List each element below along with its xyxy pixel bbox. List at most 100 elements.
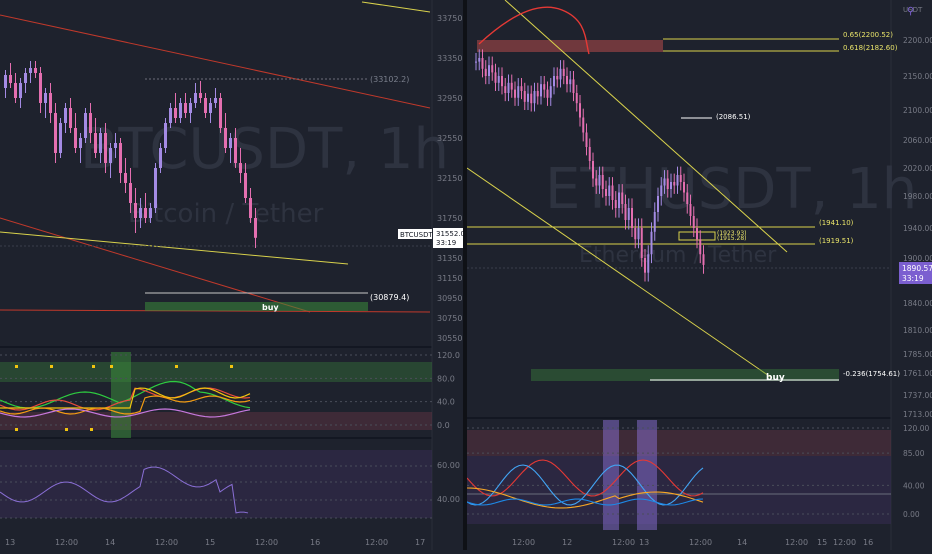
candle-body [605,189,607,196]
level-1941-label: (1941.10) [819,219,854,227]
level-2086-label: (2086.51) [716,113,751,121]
candle-body [229,138,232,148]
red-trendline-upper [0,14,431,109]
supply-zone [477,40,663,52]
time-axis-label: 16 [863,538,873,547]
candle-body [174,108,177,118]
candle-body [627,208,630,220]
description-watermark: Bitcoin / Tether [128,199,324,229]
candle-body [69,108,72,128]
candle-body [99,133,102,153]
candle-body [520,86,523,91]
price-axis-label: 33350.0 [437,54,463,63]
time-axis-label: 12:00 [55,538,78,547]
candle-body [209,103,212,113]
price-axis-label: 2150.00 [903,72,932,81]
osc-darkblue-line [466,498,704,506]
time-axis-label: 12 [562,538,572,547]
osc-highlight-bar [637,420,657,530]
candle-body [673,182,676,186]
osc-signal-dot [175,365,178,368]
buy-zone [531,369,839,381]
price-axis-label: 2200.00 [903,36,932,45]
price-axis-label: 1737.00 [903,391,932,400]
candle-body [169,108,172,123]
osc-signal-dot [110,365,113,368]
time-axis-label: 13 [639,538,649,547]
btc-chart-pane[interactable]: BTCUSDT, 1h Bitcoin / Tether (33102.2) buy (… [0,0,470,550]
candle-body [598,175,601,186]
pane-divider[interactable] [463,0,467,550]
candle-body [631,208,633,228]
price-axis-label: 30950.0 [437,294,463,303]
osc-magenta-line [0,408,251,418]
time-axis-label: 12:00 [833,538,856,547]
price-axis-label: 31750.0 [437,214,463,223]
candle-body [129,183,132,203]
price-axis-label: 32550.0 [437,134,463,143]
osc-overbought-zone [0,362,432,382]
candle-body [527,93,529,102]
candle-body [621,192,624,204]
buy-zone [145,302,368,311]
last-price-label: 31552.0 [436,230,463,238]
candle-body [89,113,92,133]
osc-signal-dot [15,365,18,368]
rsi-band [0,450,432,518]
price-axis-label: 32150.0 [437,174,463,183]
candle-body [696,228,698,240]
candle-body [491,65,494,73]
candle-body [49,93,52,113]
candle-body [104,133,107,163]
candle-body [504,86,507,93]
candle-body [194,93,197,103]
candle-body [29,68,32,73]
candle-body [159,148,162,168]
candle-body [562,68,565,76]
candle-body [634,228,637,240]
candle-body [239,163,242,173]
buy-level-label: (30879.4) [370,293,409,302]
price-axis-label: 1900.00 [903,254,932,263]
candle-body [9,75,12,83]
candle-body [657,196,659,212]
candle-body [611,185,614,200]
price-axis-label: 33750.0 [437,14,463,23]
candle-body [501,76,503,87]
time-axis-label: 12:00 [512,538,535,547]
candle-body [64,108,67,123]
eth-chart-svg[interactable]: ETHUSDT, 1h Ethereum / Tether 0.65(2200.52… [466,0,932,550]
candle-body [566,76,568,85]
time-axis-label: 12:00 [689,538,712,547]
fib-065-label: 0.65(2200.52) [843,31,893,39]
candle-body [588,147,591,161]
eth-chart-pane[interactable]: ETHUSDT, 1h Ethereum / Tether 0.65(2200.52… [466,0,932,550]
level-1915-label: (1915.28) [717,235,747,242]
candle-body [514,89,516,98]
price-axis-label: 1810.00 [903,326,932,335]
candle-body [644,258,646,273]
time-axis-label: 12:00 [255,538,278,547]
time-axis-label: 15 [205,538,215,547]
candle-body [686,192,689,204]
candle-body [189,103,192,113]
osc-axis-label: 120.0 [437,351,460,360]
settings-icon: ⚲ [907,6,914,17]
candle-body [134,203,137,218]
candle-body [614,200,617,208]
time-axis-label: 12:00 [155,538,178,547]
btc-chart-svg[interactable]: BTCUSDT, 1h Bitcoin / Tether (33102.2) buy (… [0,0,470,550]
buy-label: buy [262,303,279,312]
candle-body [139,208,142,218]
candle-body [507,82,510,93]
description-watermark: Ethereum / Tether [579,243,777,268]
osc-axis-label: 0.00 [903,510,920,519]
last-price-label: 1890.57 [902,264,932,273]
candle-body [676,175,679,186]
last-price-tag [433,228,463,248]
candle-body [497,76,500,83]
osc-signal-dot [15,428,18,431]
osc-blue-line [466,464,704,506]
candle-body [24,73,27,83]
candle-body [650,231,653,255]
